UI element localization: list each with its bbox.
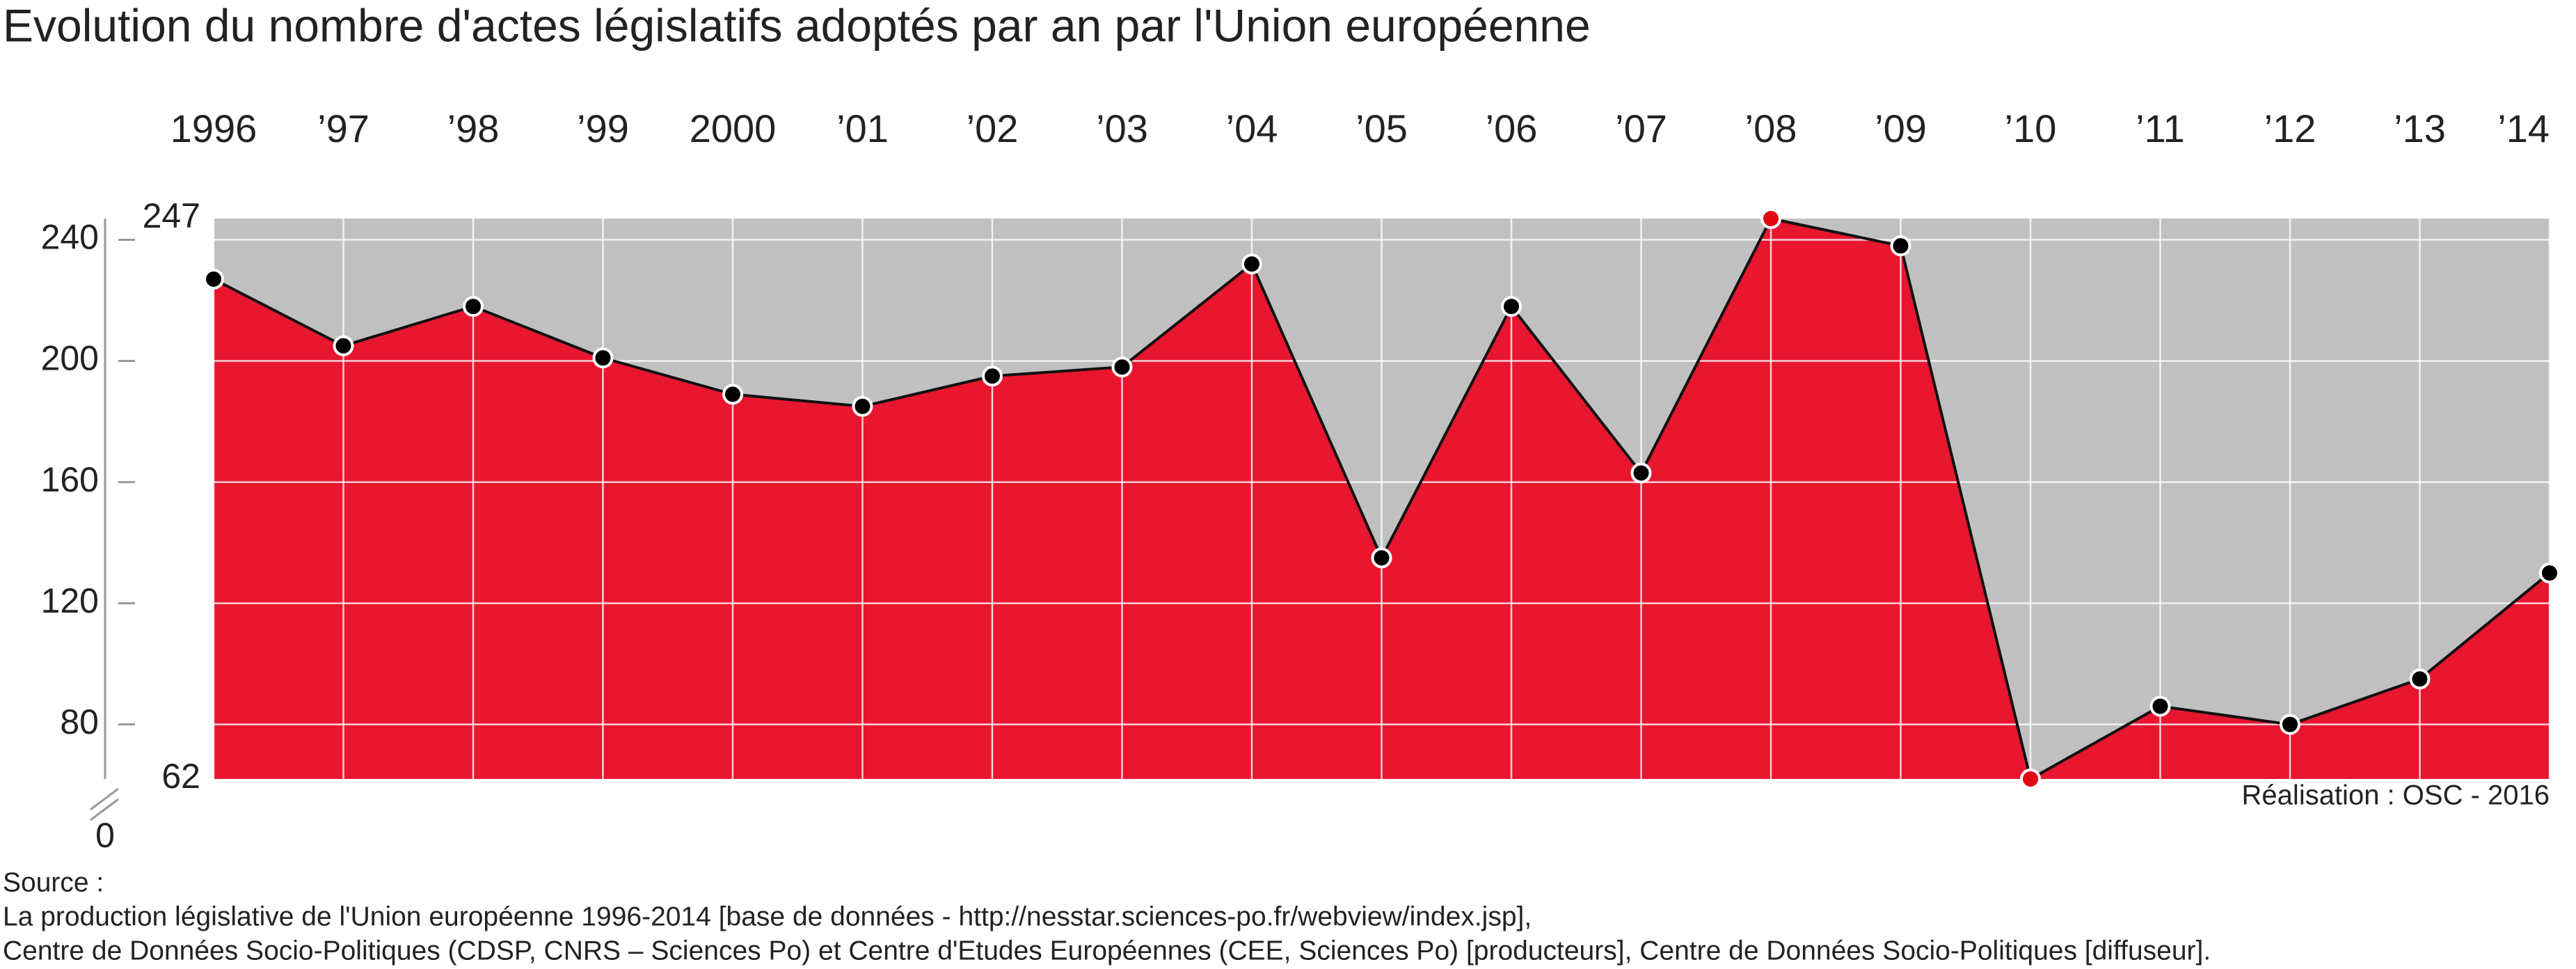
x-tick-label: ’13 (2394, 107, 2446, 150)
point (1501, 296, 1522, 317)
x-tick-label: ’02 (967, 107, 1019, 150)
y-tick-label: 80 (60, 702, 99, 741)
point (2149, 695, 2171, 717)
point (203, 269, 224, 290)
y-tick-label: 240 (41, 218, 99, 257)
point (2409, 668, 2431, 690)
point (1760, 208, 1781, 229)
point (1241, 253, 1262, 275)
y-tick-label: 160 (41, 460, 99, 499)
point (333, 335, 354, 356)
y-extreme-label: 62 (161, 757, 200, 796)
credit: Réalisation : OSC - 2016 (2242, 780, 2550, 811)
x-tick-label: ’11 (2136, 107, 2185, 150)
x-tick-label: ’07 (1615, 107, 1667, 150)
source-line: Centre de Données Socio-Politiques (CDSP… (3, 936, 2211, 966)
y-tick-label: 200 (41, 339, 99, 378)
x-tick-label: ’06 (1486, 107, 1538, 150)
axis-break (90, 787, 119, 821)
x-tick-label: ’99 (577, 107, 629, 150)
point (2280, 714, 2300, 735)
x-tick-label: ’03 (1096, 107, 1148, 150)
x-tick-label: ’98 (447, 107, 500, 150)
x-tick-label: ’10 (2005, 107, 2057, 150)
point (463, 296, 484, 317)
x-tick-label: 2000 (690, 107, 777, 150)
x-tick-label: ’01 (836, 107, 889, 150)
x-tick-label: ’97 (317, 107, 369, 150)
chart-title: Evolution du nombre d'actes législatifs … (3, 0, 1591, 51)
x-tick-label: ’12 (2264, 107, 2316, 150)
point (722, 384, 743, 405)
point (852, 395, 873, 417)
y-break-label: 0 (95, 816, 115, 855)
point (2539, 562, 2560, 584)
area (214, 219, 2550, 779)
point (982, 365, 1003, 387)
x-tick-label: ’04 (1226, 107, 1278, 150)
source-line: Source : (3, 867, 104, 897)
x-tick-label: ’08 (1745, 107, 1797, 150)
point (1371, 547, 1392, 569)
x-tick-label: ’05 (1355, 107, 1408, 150)
point (1111, 356, 1133, 378)
y-extreme-label: 247 (143, 196, 200, 235)
y-tick-label: 120 (41, 581, 99, 620)
x-tick-label: ’09 (1875, 107, 1927, 150)
source-line: La production législative de l'Union eur… (3, 901, 1532, 931)
point (2020, 769, 2041, 789)
point (1630, 462, 1652, 484)
point (592, 347, 614, 369)
x-tick-label: ’14 (2497, 107, 2550, 150)
point (1890, 235, 1911, 257)
x-tick-label: 1996 (170, 107, 257, 150)
